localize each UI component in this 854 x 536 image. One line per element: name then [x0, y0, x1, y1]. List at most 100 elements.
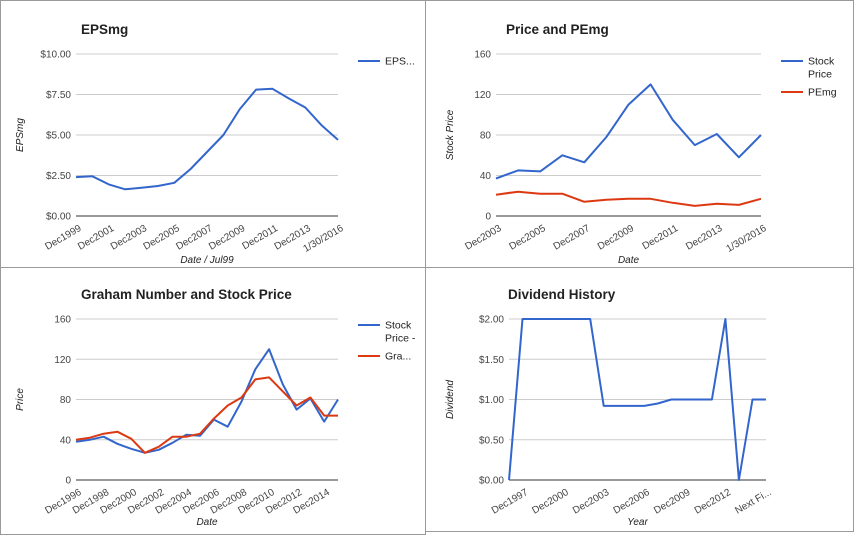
data-point[interactable]: [308, 395, 313, 400]
data-point[interactable]: [588, 317, 593, 322]
data-point[interactable]: [626, 196, 631, 201]
data-point[interactable]: [764, 397, 769, 402]
data-point[interactable]: [172, 180, 177, 185]
data-point[interactable]: [74, 175, 79, 180]
data-point[interactable]: [692, 143, 697, 148]
data-point[interactable]: [538, 191, 543, 196]
data-point[interactable]: [604, 197, 609, 202]
data-point[interactable]: [129, 436, 134, 441]
data-point[interactable]: [267, 347, 272, 352]
data-point[interactable]: [682, 397, 687, 402]
data-point[interactable]: [267, 375, 272, 380]
data-point[interactable]: [184, 434, 189, 439]
data-point[interactable]: [294, 403, 299, 408]
data-point[interactable]: [516, 189, 521, 194]
legend-label[interactable]: Stock Price: [808, 56, 835, 81]
data-point[interactable]: [736, 202, 741, 207]
data-point[interactable]: [692, 203, 697, 208]
data-point[interactable]: [714, 131, 719, 136]
data-point[interactable]: [582, 199, 587, 204]
data-point[interactable]: [336, 413, 341, 418]
data-point[interactable]: [239, 395, 244, 400]
data-point[interactable]: [736, 478, 741, 483]
data-point[interactable]: [319, 123, 324, 128]
data-point[interactable]: [170, 440, 175, 445]
data-point[interactable]: [123, 187, 128, 192]
data-point[interactable]: [520, 317, 525, 322]
series-line-2[interactable]: [495, 190, 762, 207]
data-point[interactable]: [534, 317, 539, 322]
data-point[interactable]: [87, 435, 92, 440]
data-point[interactable]: [736, 155, 741, 160]
data-point[interactable]: [628, 403, 633, 408]
data-point[interactable]: [516, 168, 521, 173]
series-line-2[interactable]: [75, 376, 338, 454]
data-point[interactable]: [709, 397, 714, 402]
data-point[interactable]: [494, 176, 499, 181]
data-point[interactable]: [538, 169, 543, 174]
series-line-1[interactable]: [508, 318, 766, 481]
data-point[interactable]: [225, 424, 230, 429]
legend-label[interactable]: EPS...: [385, 56, 415, 68]
data-point[interactable]: [759, 133, 764, 138]
data-point[interactable]: [604, 135, 609, 140]
legend-label[interactable]: Stock Price -: [385, 320, 416, 345]
data-point[interactable]: [561, 317, 566, 322]
data-point[interactable]: [336, 397, 341, 402]
data-point[interactable]: [648, 196, 653, 201]
data-point[interactable]: [139, 185, 144, 190]
data-point[interactable]: [115, 429, 120, 434]
data-point[interactable]: [90, 174, 95, 179]
data-point[interactable]: [723, 317, 728, 322]
data-point[interactable]: [221, 133, 226, 138]
series-line-1[interactable]: [75, 348, 339, 454]
data-point[interactable]: [560, 153, 565, 158]
data-point[interactable]: [74, 437, 79, 442]
data-point[interactable]: [155, 184, 160, 189]
data-point[interactable]: [198, 431, 203, 436]
data-point[interactable]: [101, 431, 106, 436]
data-point[interactable]: [582, 160, 587, 165]
data-point[interactable]: [714, 201, 719, 206]
data-point[interactable]: [270, 86, 275, 91]
data-point[interactable]: [115, 441, 120, 446]
data-point[interactable]: [322, 413, 327, 418]
data-point[interactable]: [601, 403, 606, 408]
series-line-1[interactable]: [75, 87, 339, 191]
data-point[interactable]: [253, 377, 258, 382]
data-point[interactable]: [253, 367, 258, 372]
data-point[interactable]: [280, 382, 285, 387]
data-point[interactable]: [129, 446, 134, 451]
data-point[interactable]: [188, 167, 193, 172]
data-point[interactable]: [642, 403, 647, 408]
data-point[interactable]: [560, 191, 565, 196]
data-point[interactable]: [170, 434, 175, 439]
data-point[interactable]: [106, 182, 111, 187]
data-point[interactable]: [547, 317, 552, 322]
data-point[interactable]: [696, 397, 701, 402]
data-point[interactable]: [211, 416, 216, 421]
data-point[interactable]: [322, 419, 327, 424]
data-point[interactable]: [626, 102, 631, 107]
data-point[interactable]: [225, 403, 230, 408]
legend-label[interactable]: Gra...: [385, 351, 411, 363]
data-point[interactable]: [494, 192, 499, 197]
data-point[interactable]: [648, 82, 653, 87]
data-point[interactable]: [205, 150, 210, 155]
data-point[interactable]: [669, 397, 674, 402]
data-point[interactable]: [670, 200, 675, 205]
data-point[interactable]: [254, 87, 259, 92]
series-line-1[interactable]: [495, 83, 762, 180]
data-point[interactable]: [336, 137, 341, 142]
data-point[interactable]: [303, 105, 308, 110]
data-point[interactable]: [759, 196, 764, 201]
data-point[interactable]: [655, 401, 660, 406]
data-point[interactable]: [507, 478, 512, 483]
data-point[interactable]: [574, 317, 579, 322]
data-point[interactable]: [156, 444, 161, 449]
data-point[interactable]: [142, 450, 147, 455]
data-point[interactable]: [750, 397, 755, 402]
data-point[interactable]: [286, 96, 291, 101]
data-point[interactable]: [280, 389, 285, 394]
data-point[interactable]: [615, 403, 620, 408]
